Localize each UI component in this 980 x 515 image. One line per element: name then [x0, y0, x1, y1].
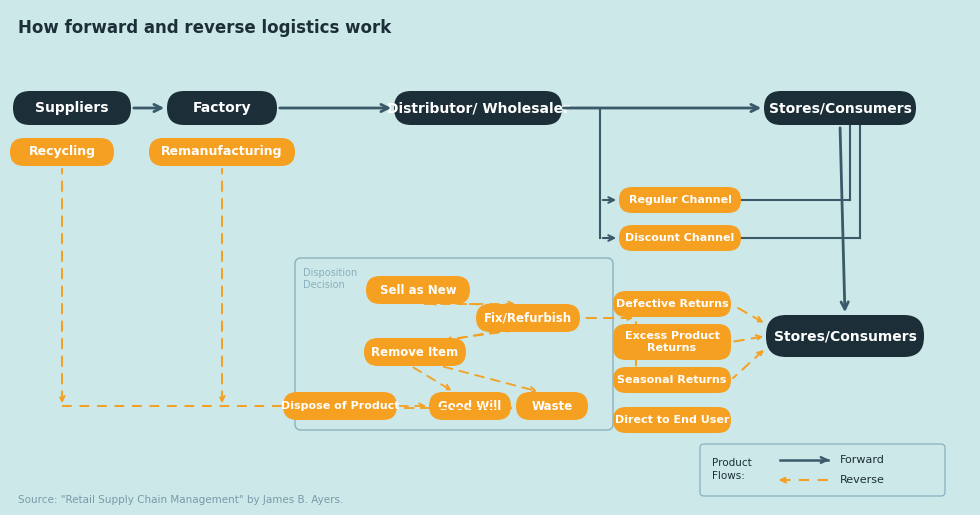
Text: Suppliers: Suppliers [35, 101, 109, 115]
Text: Recycling: Recycling [28, 146, 95, 159]
Text: Seasonal Returns: Seasonal Returns [617, 375, 727, 385]
FancyBboxPatch shape [619, 187, 741, 213]
FancyBboxPatch shape [613, 367, 731, 393]
Text: Defective Returns: Defective Returns [615, 299, 728, 309]
FancyBboxPatch shape [149, 138, 295, 166]
Text: Good Will: Good Will [438, 400, 502, 413]
FancyBboxPatch shape [364, 338, 466, 366]
Text: Product
Flows:: Product Flows: [712, 458, 752, 481]
Text: Fix/Refurbish: Fix/Refurbish [484, 312, 572, 324]
FancyBboxPatch shape [167, 91, 277, 125]
FancyBboxPatch shape [366, 276, 470, 304]
Text: Discount Channel: Discount Channel [625, 233, 735, 243]
FancyBboxPatch shape [516, 392, 588, 420]
FancyBboxPatch shape [619, 225, 741, 251]
Text: Waste: Waste [531, 400, 572, 413]
Text: Reverse: Reverse [840, 475, 885, 485]
FancyBboxPatch shape [10, 138, 114, 166]
Text: Dispose of Product: Dispose of Product [280, 401, 399, 411]
Text: Forward: Forward [840, 455, 885, 465]
FancyBboxPatch shape [429, 392, 511, 420]
FancyBboxPatch shape [283, 392, 397, 420]
FancyBboxPatch shape [13, 91, 131, 125]
Text: Regular Channel: Regular Channel [628, 195, 731, 205]
Text: Remove Item: Remove Item [371, 346, 459, 358]
FancyBboxPatch shape [394, 91, 562, 125]
Text: Source: "Retail Supply Chain Management" by James B. Ayers.: Source: "Retail Supply Chain Management"… [18, 495, 343, 505]
FancyBboxPatch shape [476, 304, 580, 332]
FancyBboxPatch shape [613, 291, 731, 317]
FancyBboxPatch shape [764, 91, 916, 125]
Text: Sell as New: Sell as New [379, 283, 457, 297]
Text: Disposition
Decision: Disposition Decision [303, 268, 358, 290]
Text: Stores/Consumers: Stores/Consumers [768, 101, 911, 115]
FancyBboxPatch shape [613, 407, 731, 433]
FancyBboxPatch shape [766, 315, 924, 357]
Text: Remanufacturing: Remanufacturing [162, 146, 283, 159]
Text: Excess Product
Returns: Excess Product Returns [624, 331, 719, 353]
Text: Stores/Consumers: Stores/Consumers [773, 329, 916, 343]
Text: Direct to End User: Direct to End User [614, 415, 729, 425]
Text: Factory: Factory [193, 101, 251, 115]
Text: Distributor/ Wholesaler: Distributor/ Wholesaler [386, 101, 569, 115]
FancyBboxPatch shape [613, 324, 731, 360]
Text: How forward and reverse logistics work: How forward and reverse logistics work [18, 19, 391, 37]
